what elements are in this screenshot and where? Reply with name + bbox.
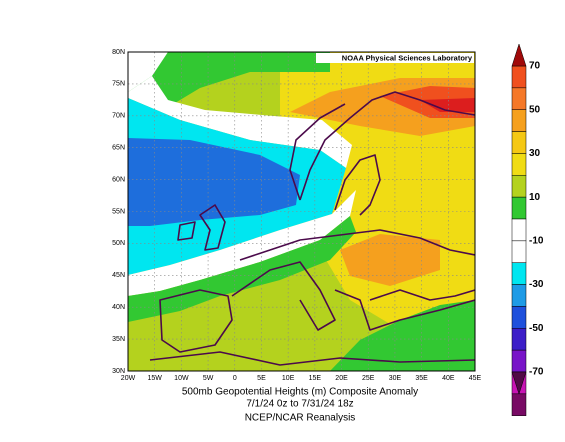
lat-label: 55N xyxy=(112,208,125,215)
caption-title: 500mb Geopotential Heights (m) Composite… xyxy=(182,387,418,398)
anomaly-field xyxy=(128,52,475,371)
credit-box xyxy=(316,53,474,63)
colorbar-bin xyxy=(511,284,527,307)
colorbar-bin xyxy=(511,349,527,373)
colorbar-label: 10 xyxy=(529,192,541,203)
latitude-labels: 80N 75N 70N 65N 60N 55N 50N 45N 40N 35N 30N xyxy=(112,49,125,375)
map-frame xyxy=(127,51,476,372)
colorbar-bin xyxy=(511,65,527,89)
lat-label: 45N xyxy=(112,272,125,279)
lon-label: 30E xyxy=(389,375,402,382)
colorbar-label: -70 xyxy=(529,367,544,378)
lat-label: 35N xyxy=(112,336,125,343)
colorbar-bin xyxy=(511,218,527,242)
lon-label: 10E xyxy=(282,375,295,382)
lon-label: 35E xyxy=(415,375,428,382)
lat-label: 30N xyxy=(112,368,125,375)
colorbar-bin xyxy=(511,262,527,285)
colorbar: 70 50 30 10 -10 -30 -50 -70 xyxy=(511,43,544,416)
colorbar-label: -30 xyxy=(529,279,544,290)
lon-label: 10W xyxy=(174,375,189,382)
colorbar-label: 30 xyxy=(529,148,541,159)
colorbar-bin xyxy=(511,131,527,154)
lat-label: 65N xyxy=(112,145,125,152)
colorbar-bin xyxy=(511,87,527,110)
colorbar-label: 70 xyxy=(529,61,541,72)
colorbar-bin xyxy=(511,306,527,329)
lat-label: 60N xyxy=(112,176,125,183)
lon-label: 40E xyxy=(442,375,455,382)
colorbar-bin xyxy=(511,240,527,263)
lon-label: 0 xyxy=(233,375,237,382)
colorbar-label: 50 xyxy=(529,104,541,115)
lon-label: 25E xyxy=(362,375,375,382)
colorbar-bin xyxy=(511,109,527,132)
lat-label: 75N xyxy=(112,81,125,88)
lat-label: 40N xyxy=(112,304,125,311)
colorbar-bottom-arrow xyxy=(511,371,527,395)
longitude-labels: 20W 15W 10W 5W 0 5E 10E 15E 20E 25E 30E 35E 40E 45E xyxy=(121,375,482,382)
credit: NOAA Physical Sciences Laboratory xyxy=(342,53,473,62)
colorbar-bin xyxy=(511,153,527,176)
colorbar-label: -10 xyxy=(529,235,544,246)
lat-label: 50N xyxy=(112,240,125,247)
caption-dates: 7/1/24 0z to 7/31/24 18z xyxy=(246,399,353,410)
colorbar-top-arrow xyxy=(511,43,527,67)
coastlines xyxy=(149,91,475,366)
colorbar-label: -50 xyxy=(529,323,544,334)
lon-label: 20E xyxy=(335,375,348,382)
colorbar-bin xyxy=(511,393,527,416)
lon-label: 20W xyxy=(121,375,136,382)
colorbar-bin xyxy=(511,196,527,220)
lon-label: 5W xyxy=(203,375,214,382)
lat-label: 70N xyxy=(112,113,125,120)
lon-label: 15E xyxy=(309,375,322,382)
lon-label: 45E xyxy=(469,375,482,382)
lon-label: 15W xyxy=(147,375,162,382)
lat-label: 80N xyxy=(112,49,125,56)
colorbar-bin xyxy=(511,175,527,198)
caption-source: NCEP/NCAR Reanalysis xyxy=(245,413,356,424)
lon-label: 5E xyxy=(257,375,266,382)
colorbar-bin xyxy=(511,328,527,351)
